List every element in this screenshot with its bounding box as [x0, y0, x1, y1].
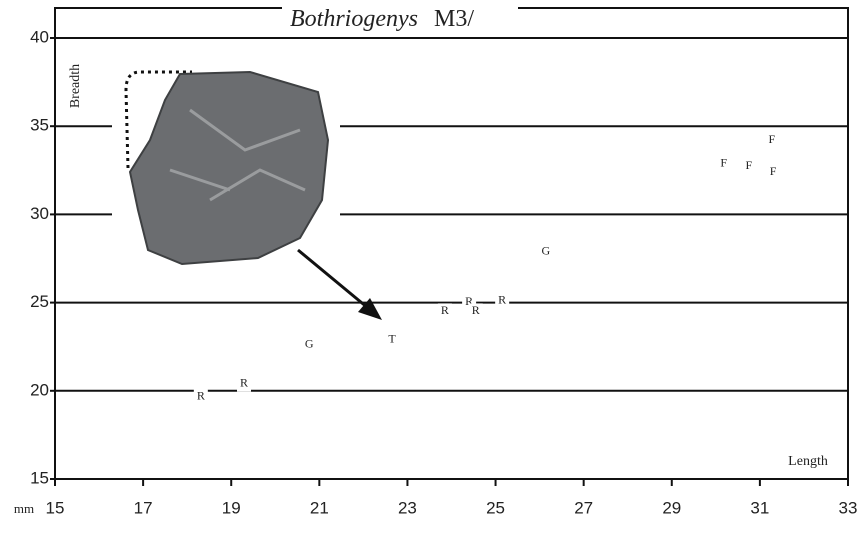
marker-bg: [236, 375, 251, 392]
point-marker: F: [770, 164, 777, 178]
marker-bg: [385, 331, 400, 348]
marker-bg: [741, 158, 756, 175]
marker-bg: [495, 292, 510, 309]
x-tick-label: 31: [750, 498, 769, 517]
marker-bg: [302, 336, 317, 353]
x-tick-label: 15: [46, 498, 65, 517]
x-tick-label: 19: [222, 498, 241, 517]
x-tick-label: 33: [839, 498, 858, 517]
marker-bg: [193, 388, 208, 405]
y-tick-label: 25: [30, 292, 49, 311]
point-marker: G: [305, 337, 314, 351]
x-axis-label: Length: [788, 454, 828, 469]
y-axis-label: Breadth: [68, 64, 83, 108]
point-marker: R: [465, 294, 473, 308]
outline: [124, 70, 192, 169]
point-marker: R: [197, 389, 205, 403]
point-marker: R: [240, 375, 248, 389]
arrow: [297, 248, 369, 310]
point-marker: R: [472, 303, 480, 317]
marker-bg: [766, 164, 781, 181]
title-genus: Bothriogenys: [290, 6, 418, 32]
point-marker: F: [746, 158, 753, 172]
marker-bg: [764, 132, 779, 149]
title-tooth: M3/: [434, 6, 474, 32]
y-tick-label: 15: [30, 468, 49, 487]
arrow-head: [358, 298, 382, 320]
tooth-detail: [169, 108, 306, 202]
y-tick-label: 40: [30, 27, 49, 46]
point-marker: F: [768, 132, 775, 146]
chart-title: Bothriogenys M3/: [290, 6, 474, 32]
tooth-image: [128, 70, 330, 266]
point-marker: R: [441, 303, 449, 317]
point-marker: T: [388, 331, 396, 345]
marker-bg: [437, 303, 452, 320]
point-marker: R: [498, 293, 506, 307]
x-unit: mm: [14, 501, 34, 516]
x-tick-label: 29: [662, 498, 681, 517]
x-tick-label: 21: [310, 498, 329, 517]
marker-bg: [538, 243, 553, 260]
y-tick-label: 20: [30, 380, 49, 399]
x-tick-label: 27: [574, 498, 593, 517]
marker-bg: [468, 303, 483, 320]
title-bg: [282, 6, 518, 34]
label-bg: [64, 50, 90, 122]
x-tick-label: 25: [486, 498, 505, 517]
marker-bg: [716, 155, 731, 172]
x-tick-label: 17: [134, 498, 153, 517]
x-tick-label: 23: [398, 498, 417, 517]
y-tick-label: 35: [30, 116, 49, 135]
y-tick-label: 30: [30, 204, 49, 223]
point-marker: F: [720, 156, 727, 170]
point-marker: G: [541, 244, 550, 258]
